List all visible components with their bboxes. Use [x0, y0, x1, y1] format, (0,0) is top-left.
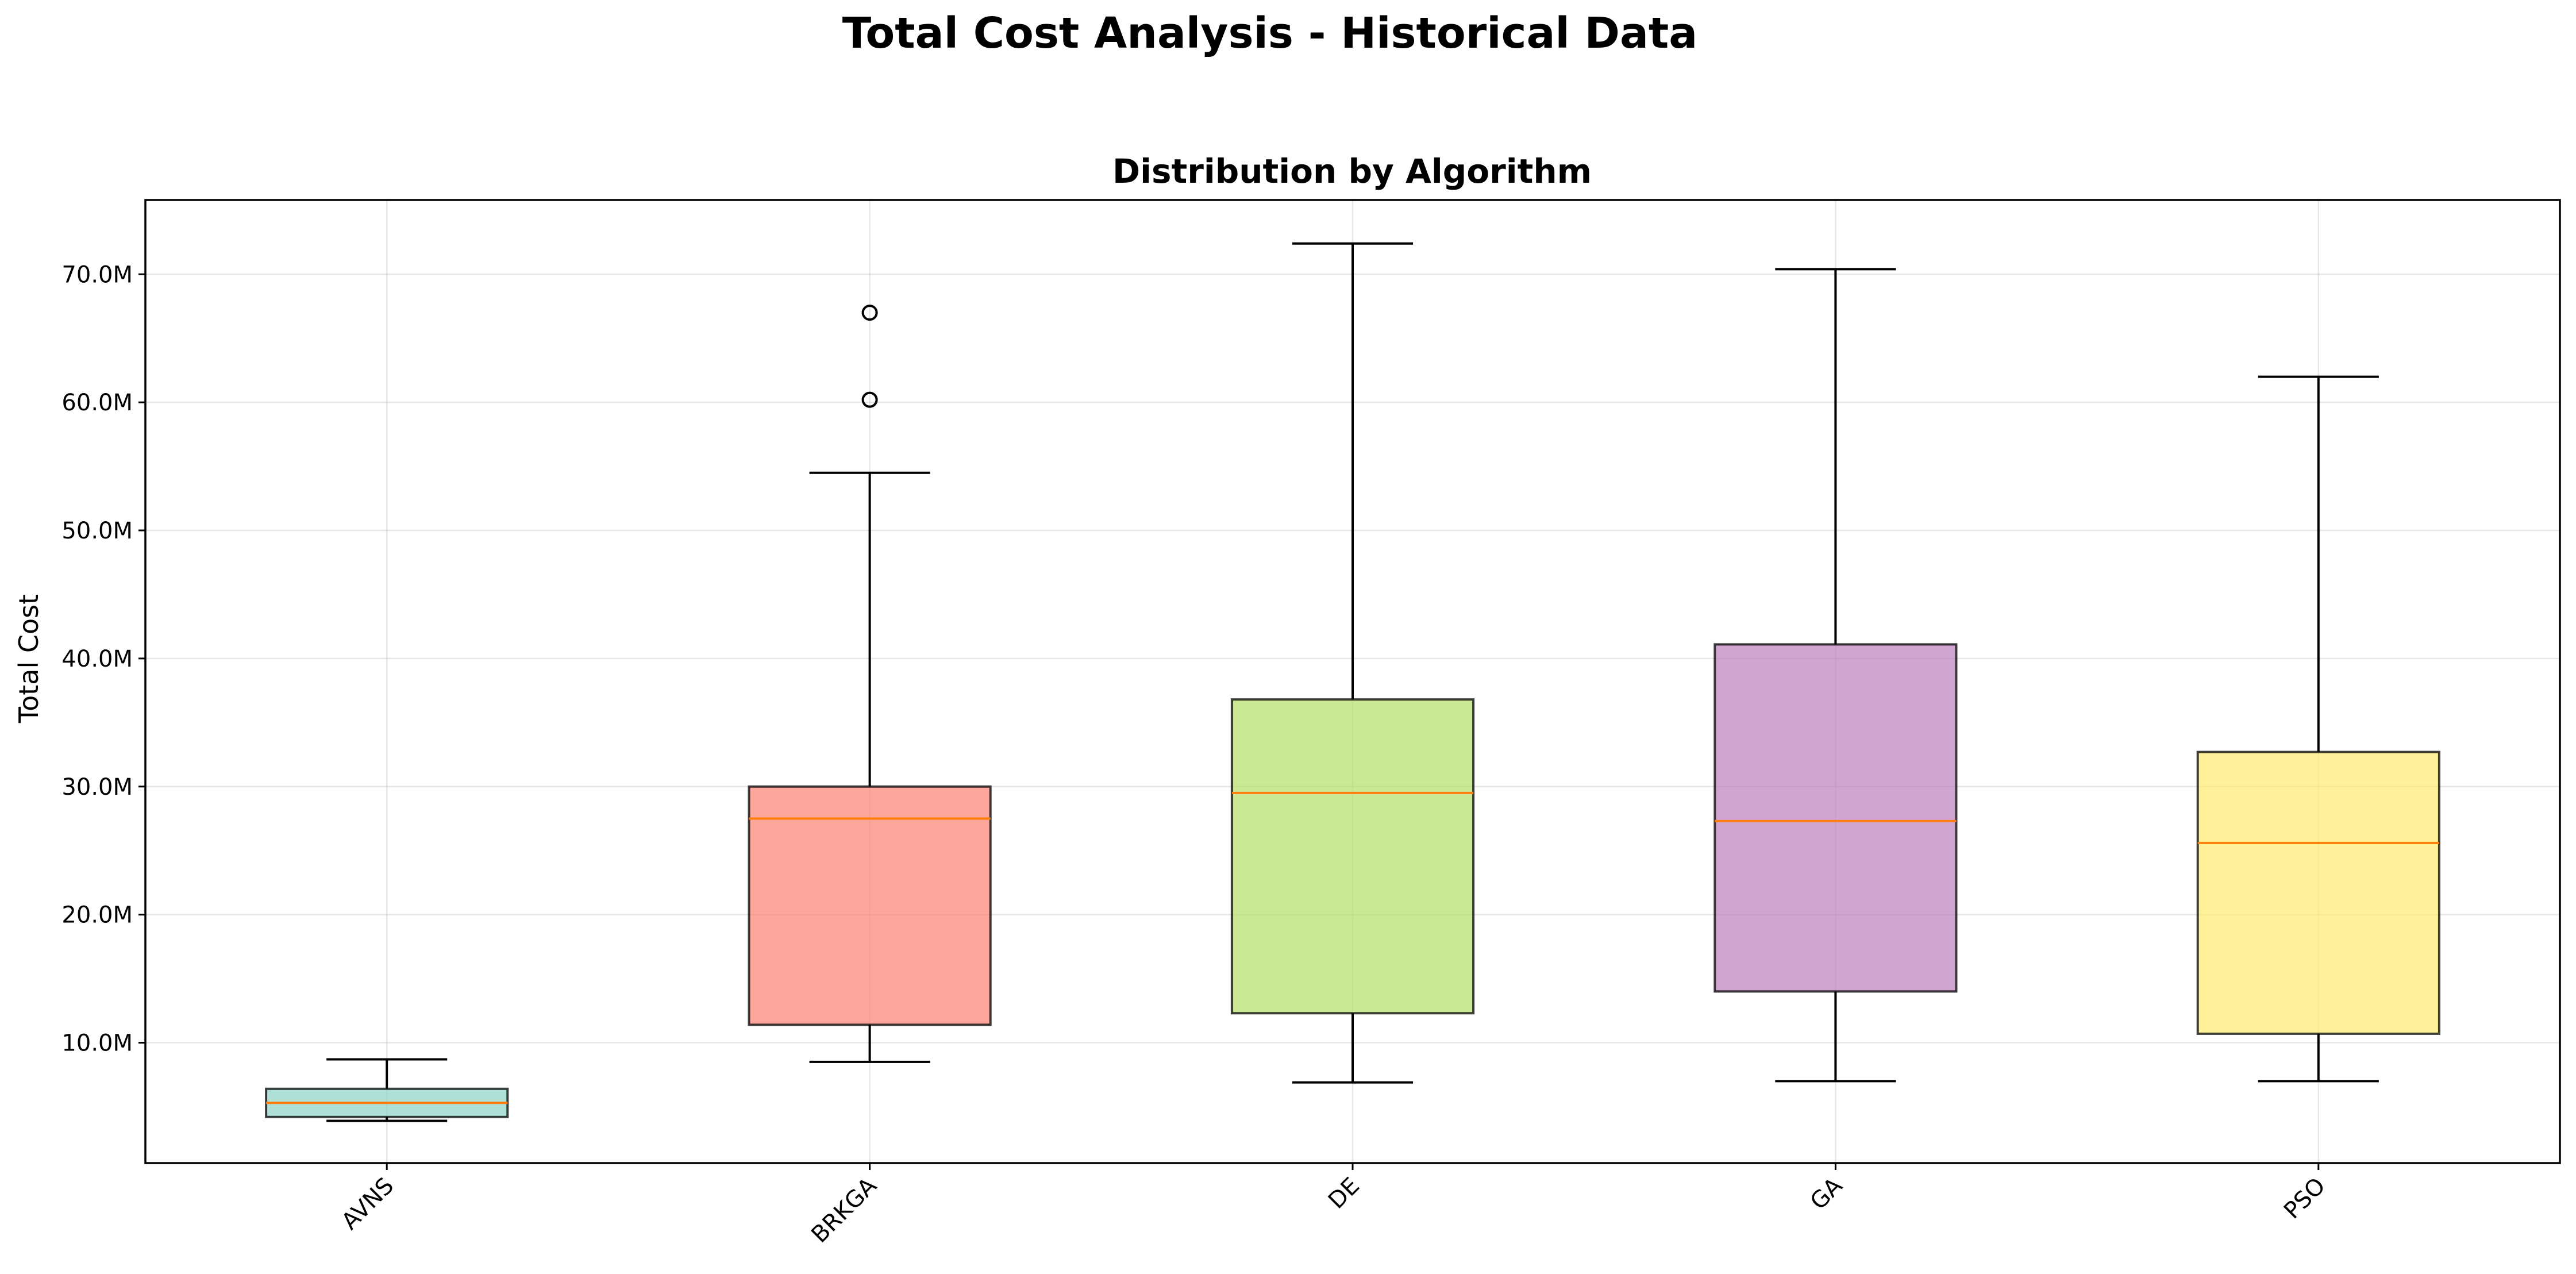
y-axis-label: Total Cost — [13, 594, 44, 723]
boxplot-pso — [2196, 375, 2440, 1083]
box-iqr — [2196, 750, 2440, 1035]
chart-title: Distribution by Algorithm — [1112, 152, 1592, 191]
boxplot-de — [1230, 242, 1475, 1084]
box-iqr — [1230, 698, 1475, 1015]
outlier-point — [861, 305, 878, 321]
box-iqr — [748, 785, 992, 1026]
y-tick-label: 20.0M — [61, 902, 133, 929]
y-tick-label: 40.0M — [61, 646, 133, 672]
box-iqr — [1714, 643, 1958, 993]
y-tick-label: 50.0M — [61, 518, 133, 544]
y-tick-label: 70.0M — [61, 261, 133, 288]
plot-layer — [265, 242, 2440, 1122]
figure-suptitle: Total Cost Analysis - Historical Data — [842, 9, 1697, 58]
y-tick-label: 60.0M — [61, 390, 133, 416]
boxplot-brkga — [748, 305, 992, 1063]
boxplot-avns — [265, 1058, 509, 1122]
outlier-point — [861, 391, 878, 408]
y-tick-label: 10.0M — [61, 1030, 133, 1057]
boxplot-ga — [1714, 268, 1958, 1083]
y-tick-label: 30.0M — [61, 774, 133, 800]
